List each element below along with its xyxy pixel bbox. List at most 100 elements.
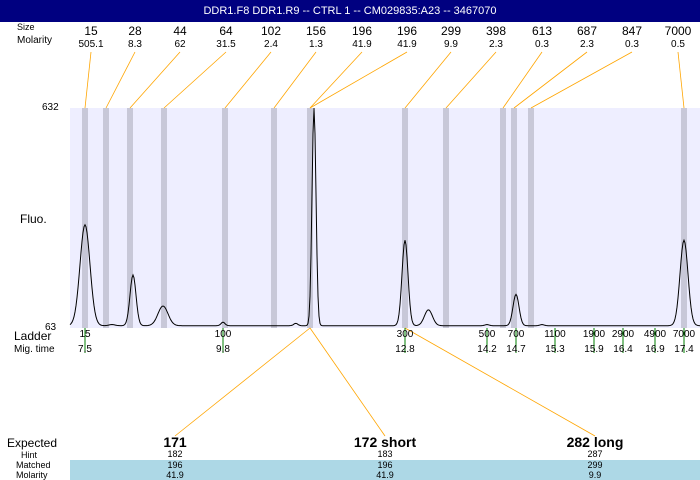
peak-band	[500, 108, 506, 328]
peak-size-label: 7000	[664, 24, 692, 38]
peak-molarity-label: 9.9	[444, 39, 458, 50]
expected-connector	[404, 327, 596, 437]
top-connector	[404, 51, 452, 109]
expected-connector	[174, 327, 311, 437]
peak-band	[307, 108, 313, 328]
top-connector	[309, 51, 408, 109]
ladder-time-label: 14.2	[477, 344, 497, 355]
top-connector	[224, 51, 272, 109]
expected-size-label: 171	[163, 434, 187, 450]
ladder-size-label: 7000	[672, 329, 696, 340]
top-connector	[530, 51, 633, 109]
molarity-row-bg	[70, 470, 700, 480]
peak-size-label: 196	[396, 24, 418, 38]
ladder-size-label: 700	[507, 329, 525, 340]
ladder-size-label: 1900	[582, 329, 606, 340]
ladder-size-label: 15	[79, 329, 91, 340]
peak-molarity-label: 2.3	[580, 39, 594, 50]
ladder-size-label: 4900	[643, 329, 667, 340]
peak-molarity-label: 41.9	[352, 39, 372, 50]
matched-value: 196	[167, 460, 183, 470]
peak-size-label: 299	[440, 24, 462, 38]
ladder-time-label: 15.9	[584, 344, 604, 355]
top-connector	[513, 51, 588, 109]
ladder-size-label: 300	[396, 329, 414, 340]
peak-molarity-label: 1.3	[309, 39, 323, 50]
ladder-size-label: 100	[214, 329, 232, 340]
top-connector	[84, 51, 92, 109]
top-connector	[445, 51, 497, 109]
peak-size-label: 64	[219, 24, 233, 38]
peak-size-label: 15	[84, 24, 98, 38]
hint-label: Hint	[21, 450, 38, 460]
ladder-size-label: 2900	[611, 329, 635, 340]
ladder-time-label: 17.4	[674, 344, 694, 355]
top-connector	[163, 51, 227, 109]
peak-size-label: 44	[173, 24, 187, 38]
ladder-time-label: 12.8	[395, 344, 415, 355]
mig-time-label: Mig. time	[14, 344, 55, 355]
chart-title: DDR1.F8 DDR1.R9 -- CTRL 1 -- CM029835:A2…	[203, 5, 497, 17]
matched-molarity-value: 9.9	[588, 470, 602, 480]
peak-molarity-label: 0.5	[671, 39, 685, 50]
ladder-time-label: 16.9	[645, 344, 665, 355]
top-connector	[129, 51, 181, 109]
title-bar: DDR1.F8 DDR1.R9 -- CTRL 1 -- CM029835:A2…	[0, 0, 700, 22]
peak-molarity-label: 31.5	[216, 39, 236, 50]
peak-size-label: 102	[260, 24, 282, 38]
peak-band	[161, 108, 167, 328]
hint-value: 182	[167, 449, 183, 459]
hint-value: 287	[587, 449, 603, 459]
expected-size-label: 282 long	[566, 434, 624, 450]
peak-molarity-label: 8.3	[128, 39, 142, 50]
ladder-time-label: 15.3	[545, 344, 565, 355]
expected-connector	[309, 327, 386, 437]
y-axis-label: Fluo.	[20, 212, 47, 226]
peak-size-label: 196	[351, 24, 373, 38]
peak-size-label: 687	[576, 24, 598, 38]
molarity-bottom-label: Molarity	[16, 470, 48, 480]
top-connector	[502, 51, 543, 109]
expected-label: Expected	[7, 436, 58, 450]
top-connector	[105, 51, 136, 109]
ladder-time-label: 14.7	[506, 344, 526, 355]
peak-molarity-label: 2.3	[489, 39, 503, 50]
peak-band	[681, 108, 687, 328]
peak-size-label: 156	[305, 24, 327, 38]
peak-band	[402, 108, 408, 328]
matched-molarity-value: 41.9	[166, 470, 184, 480]
peak-molarity-label: 62	[174, 39, 186, 50]
peak-band	[511, 108, 517, 328]
hint-value: 183	[377, 449, 393, 459]
peak-band	[127, 108, 133, 328]
peak-molarity-label: 41.9	[397, 39, 417, 50]
top-connector	[677, 51, 685, 109]
peak-band	[443, 108, 449, 328]
ladder-time-label: 9.8	[216, 344, 230, 355]
peak-band	[82, 108, 88, 328]
peak-size-label: 398	[485, 24, 507, 38]
peak-molarity-label: 0.3	[535, 39, 549, 50]
matched-label: Matched	[16, 460, 51, 470]
peak-molarity-label: 505.1	[78, 39, 104, 50]
peak-band	[222, 108, 228, 328]
expected-size-label: 172 short	[353, 434, 417, 450]
peak-molarity-label: 0.3	[625, 39, 639, 50]
peak-molarity-label: 2.4	[264, 39, 278, 50]
ladder-label: Ladder	[14, 329, 52, 343]
ladder-time-label: 16.4	[613, 344, 633, 355]
ladder-size-label: 1100	[544, 329, 566, 340]
peak-size-label: 28	[128, 24, 142, 38]
y-tick-bottom: 63	[45, 322, 57, 333]
top-connector	[309, 51, 363, 109]
size-header: Size	[17, 22, 35, 32]
peak-size-label: 613	[531, 24, 553, 38]
matched-row-bg	[70, 460, 700, 470]
peak-band	[528, 108, 534, 328]
peak-band	[271, 108, 277, 328]
peak-size-label: 847	[621, 24, 643, 38]
matched-molarity-value: 41.9	[376, 470, 394, 480]
peak-band	[103, 108, 109, 328]
y-tick-top: 632	[42, 102, 59, 113]
